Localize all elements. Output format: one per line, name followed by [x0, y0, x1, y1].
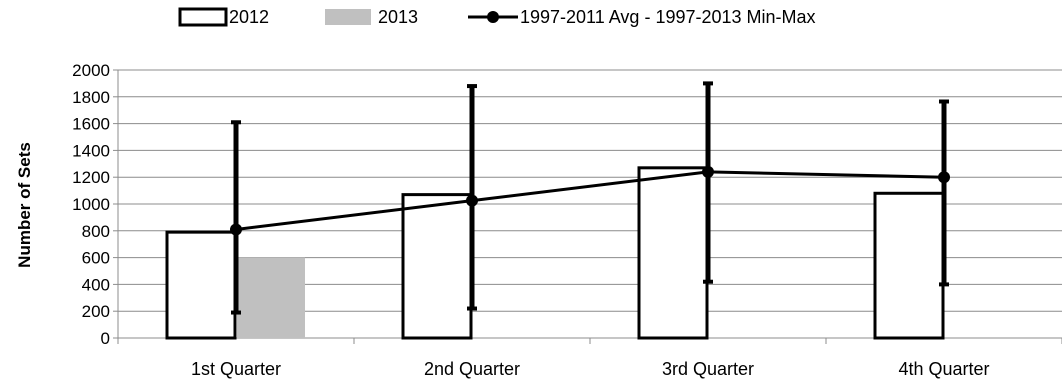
legend-label-2012: 2012 [229, 7, 269, 27]
legend-label-avg: 1997-2011 Avg - 1997-2013 Min-Max [520, 7, 816, 27]
y-tick-label: 600 [82, 249, 110, 268]
bar-2012 [401, 193, 473, 340]
y-tick-label: 0 [101, 329, 110, 348]
bar-2012 [873, 191, 945, 340]
legend-swatch-2012 [178, 7, 228, 27]
average-line [235, 170, 945, 231]
average-point [702, 165, 714, 178]
average-line-series [230, 81, 950, 315]
y-tick-label: 1000 [72, 195, 110, 214]
labels: 0 200 400 600 800 1000 1200 1400 1600 1800 2000 1st… [72, 61, 989, 379]
average-point [230, 223, 242, 236]
x-tick-label: 3rd Quarter [662, 359, 754, 379]
x-tick-label: 1st Quarter [191, 359, 281, 379]
bars [165, 166, 945, 340]
bar-2012 [637, 166, 709, 340]
y-tick-label: 400 [82, 275, 110, 294]
y-tick-label: 1800 [72, 88, 110, 107]
y-tick-label: 1200 [72, 168, 110, 187]
x-tick-label: 2nd Quarter [424, 359, 520, 379]
y-tick-label: 800 [82, 222, 110, 241]
average-point [938, 171, 950, 184]
y-tick-label: 1400 [72, 141, 110, 160]
y-tick-label: 1600 [72, 115, 110, 134]
legend: 2012 2013 1997-2011 Avg - 1997-2013 Min-Ma… [178, 7, 816, 27]
y-axis-title: Number of Sets [15, 142, 34, 268]
legend-label-2013: 2013 [378, 7, 418, 27]
average-point [466, 194, 478, 207]
legend-swatch-marker [487, 11, 499, 23]
x-tick-label: 4th Quarter [898, 359, 989, 379]
bar-2013 [237, 257, 305, 338]
y-tick-label: 200 [82, 302, 110, 321]
legend-swatch-2013 [325, 9, 371, 25]
y-tick-label: 2000 [72, 61, 110, 80]
bar-2012 [165, 230, 237, 340]
